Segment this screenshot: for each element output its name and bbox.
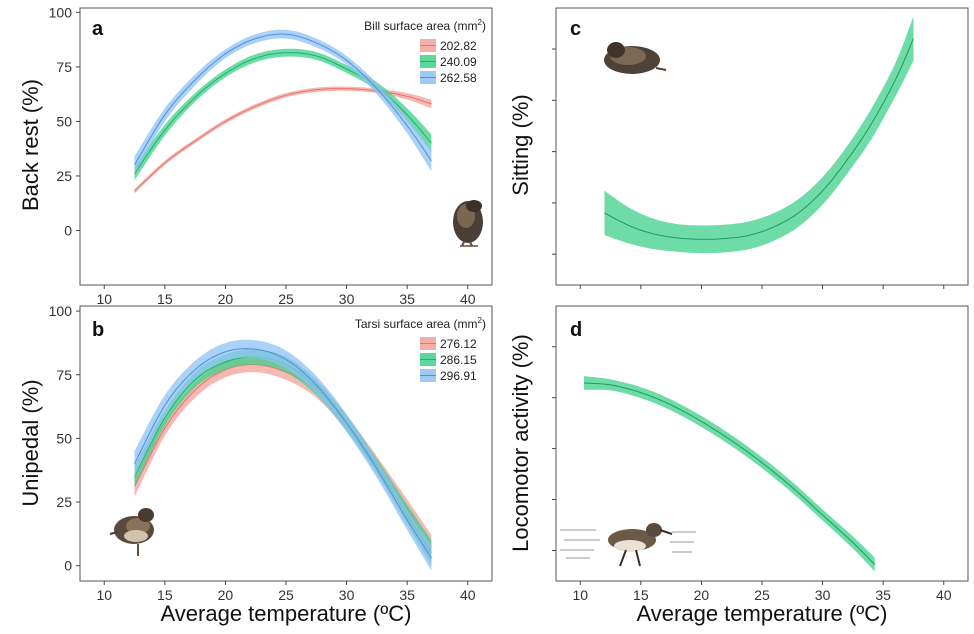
x-tick-label-a: 15 <box>157 291 173 307</box>
y-axis-title-b: Unipedal (%) <box>18 379 43 506</box>
x-tick-label-d: 25 <box>754 587 770 603</box>
legend-label-b-2: 296.91 <box>440 369 477 383</box>
confidence-band-b-2 <box>134 339 432 571</box>
bird-unipedal-icon <box>109 508 154 556</box>
y-tick-label-a: 100 <box>49 4 73 20</box>
legend-title-a: Bill surface area (mm2) <box>364 18 486 33</box>
legend-title-sup-b: 2 <box>478 316 483 325</box>
x-tick-label-b: 30 <box>339 587 355 603</box>
x-tick-label-a: 35 <box>399 291 415 307</box>
panel-d: 10 15 20 25 30 35 40 d Locomotor activity (%) … <box>508 305 969 626</box>
legend-title-end-b: ) <box>482 317 486 331</box>
y-tick-label-a: 50 <box>56 113 72 129</box>
series-line-a-2 <box>134 33 432 166</box>
x-axis-title-b: Average temperature (ºC) <box>161 601 412 626</box>
x-tick-label-b: 25 <box>278 587 294 603</box>
legend-label-a-1: 240.09 <box>440 55 477 69</box>
bird-sitting-icon <box>604 42 667 74</box>
x-tick-label-a: 40 <box>460 291 476 307</box>
legend-label-a-2: 262.58 <box>440 71 477 85</box>
legend-b: Tarsi surface area (mm2) 276.12 286.15 296.… <box>355 316 486 383</box>
confidence-band-c-0 <box>604 16 914 254</box>
series-group-c <box>552 16 945 289</box>
x-tick-label-d: 35 <box>875 587 891 603</box>
panel-a: 10 15 20 25 30 35 40 0 25 50 75 100 a Back rest (%)… <box>18 4 493 307</box>
x-tick-label-d: 30 <box>815 587 831 603</box>
series-line-b-2 <box>134 348 432 559</box>
panel-letter-d: d <box>570 319 582 341</box>
x-tick-label-d: 40 <box>936 587 952 603</box>
panel-letter-c: c <box>570 18 581 40</box>
confidence-band-a-1 <box>134 48 432 181</box>
y-tick-label-b: 25 <box>56 494 72 510</box>
series-line-a-1 <box>134 52 432 175</box>
x-tick-label-b: 15 <box>157 587 173 603</box>
y-tick-label-a: 25 <box>56 168 72 184</box>
panel-letter-a: a <box>92 18 104 40</box>
series-line-d-0 <box>583 382 876 565</box>
series-line-c-0 <box>604 38 914 240</box>
panel-letter-b: b <box>92 319 104 341</box>
x-tick-label-d: 15 <box>633 587 649 603</box>
legend-title-b: Tarsi surface area (mm2) <box>355 316 486 331</box>
panel-c: c Sitting (%) <box>508 7 969 289</box>
x-tick-label-a: 25 <box>278 291 294 307</box>
y-tick-label-a: 0 <box>64 222 72 238</box>
x-tick-label-d: 20 <box>694 587 710 603</box>
legend-label-b-1: 286.15 <box>440 353 477 367</box>
series-group-b <box>134 339 432 571</box>
y-tick-label-b: 50 <box>56 430 72 446</box>
x-tick-label-b: 10 <box>96 587 112 603</box>
series-group-d <box>583 376 876 572</box>
series-group-a <box>134 29 432 194</box>
x-tick-label-a: 30 <box>339 291 355 307</box>
y-tick-label-b: 100 <box>49 303 73 319</box>
y-axis-title-a: Back rest (%) <box>18 79 43 211</box>
bird-walking-icon <box>560 523 696 567</box>
legend-title-end-a: ) <box>482 19 486 33</box>
x-tick-label-b: 35 <box>399 587 415 603</box>
confidence-band-a-2 <box>134 29 432 174</box>
x-tick-label-a: 20 <box>218 291 234 307</box>
y-axis-title-d: Locomotor activity (%) <box>508 334 533 552</box>
legend-label-a-0: 202.82 <box>440 39 477 53</box>
y-tick-label-a: 75 <box>56 59 72 75</box>
x-tick-label-b: 20 <box>218 587 234 603</box>
legend-label-b-0: 276.12 <box>440 337 477 351</box>
y-axis-title-c: Sitting (%) <box>508 94 533 195</box>
legend-a: Bill surface area (mm2) 202.82 240.09 262.5… <box>364 18 486 85</box>
x-tick-label-d: 10 <box>572 587 588 603</box>
x-tick-label-b: 40 <box>460 587 476 603</box>
x-tick-label-a: 10 <box>96 291 112 307</box>
bird-standing-icon <box>453 200 483 247</box>
x-axis-title-d: Average temperature (ºC) <box>637 601 888 626</box>
y-tick-label-b: 0 <box>64 558 72 574</box>
legend-title-sup-a: 2 <box>478 18 483 27</box>
y-tick-label-b: 75 <box>56 367 72 383</box>
confidence-band-a-0 <box>134 86 432 194</box>
